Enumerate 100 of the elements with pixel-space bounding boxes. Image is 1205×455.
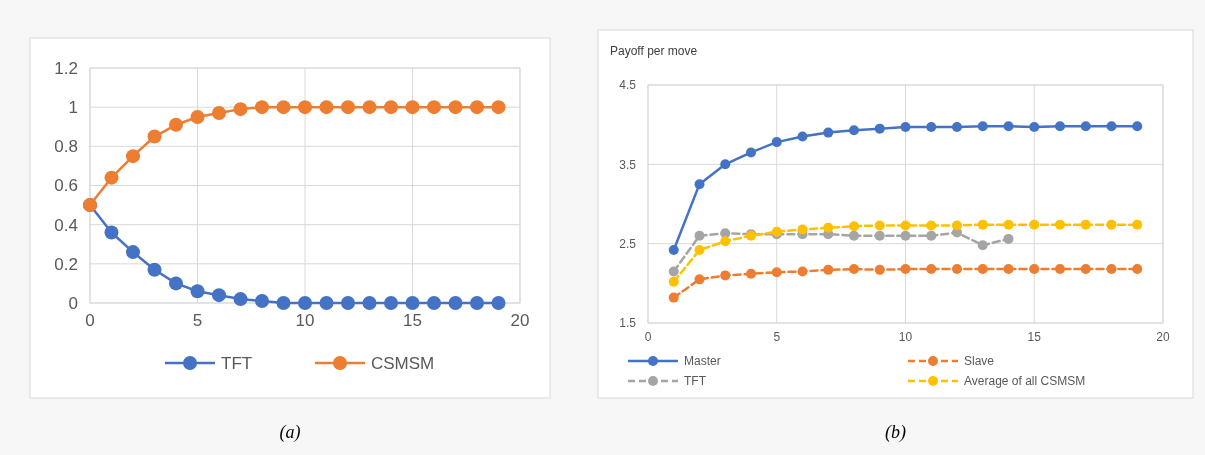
point (169, 276, 183, 291)
point (771, 267, 782, 278)
point (319, 100, 334, 115)
point (874, 220, 885, 231)
point (147, 262, 162, 277)
point (823, 127, 834, 138)
point (823, 222, 834, 233)
y-tick-label: 0.6 (54, 176, 78, 196)
point (900, 230, 911, 241)
text: (b) (885, 422, 906, 443)
point (797, 266, 808, 277)
point (448, 100, 463, 115)
point (255, 100, 269, 115)
point (720, 228, 731, 239)
point (849, 230, 859, 241)
point (491, 100, 506, 115)
text: (a) (279, 422, 301, 443)
point (900, 220, 911, 231)
y-tick-label: 1.2 (54, 58, 78, 78)
point (1132, 121, 1143, 132)
y-tick-label: 3.5 (619, 157, 637, 172)
y-tick-label: 0.4 (54, 215, 78, 235)
point (405, 296, 420, 310)
point (126, 245, 140, 260)
point (952, 122, 962, 133)
point (1003, 264, 1014, 275)
point (341, 100, 355, 115)
point (276, 296, 291, 310)
x-tick-label: 20 (1156, 330, 1170, 344)
point (977, 219, 988, 230)
point (470, 296, 484, 310)
point (1055, 121, 1065, 132)
point (1080, 121, 1091, 132)
point (1132, 219, 1143, 230)
point (147, 129, 162, 144)
point (668, 266, 679, 277)
point (1106, 264, 1117, 275)
x-tick-label: 5 (773, 330, 781, 344)
point (823, 264, 834, 275)
point (104, 170, 119, 185)
y-axis-title: Payoff per move (610, 44, 698, 58)
point (849, 125, 859, 136)
point (104, 225, 119, 240)
point (874, 123, 885, 134)
point (874, 230, 885, 241)
point (926, 264, 937, 275)
point (1106, 121, 1117, 132)
point (1029, 122, 1040, 133)
y-tick-label: 0 (68, 293, 78, 313)
point (126, 149, 140, 164)
point (319, 296, 334, 310)
legend-label: TFT (684, 374, 707, 389)
point (384, 100, 398, 115)
point (255, 294, 269, 309)
legend-label: Average of all CSMSM (964, 374, 1086, 389)
point (797, 131, 808, 142)
point (233, 102, 248, 117)
point (362, 296, 377, 310)
point (190, 284, 205, 299)
point (190, 109, 205, 124)
point (341, 296, 355, 310)
point (668, 245, 679, 256)
point (694, 245, 705, 256)
point (1029, 264, 1040, 275)
point (470, 100, 484, 115)
point (1132, 264, 1143, 275)
point (298, 296, 312, 310)
point (1003, 121, 1014, 132)
point (427, 100, 441, 115)
point (298, 100, 312, 115)
point (1003, 233, 1014, 244)
point (926, 122, 937, 133)
point (1055, 219, 1065, 230)
legend-label: Master (684, 354, 721, 369)
point (233, 292, 248, 307)
point (1055, 264, 1065, 275)
point (746, 268, 756, 279)
legend-label: CSMSM (371, 353, 435, 373)
point (746, 147, 756, 158)
point (977, 264, 988, 275)
legend-label: TFT (221, 353, 253, 373)
point (874, 264, 885, 275)
x-tick-label: 15 (1027, 330, 1042, 344)
x-tick-label: 10 (898, 330, 913, 344)
point (926, 220, 937, 231)
point (1003, 219, 1014, 230)
x-tick-label: 5 (192, 311, 203, 330)
x-tick-label: 15 (403, 311, 422, 330)
point (1106, 219, 1117, 230)
point (900, 122, 911, 133)
point (694, 179, 705, 190)
point (668, 292, 679, 303)
point (977, 240, 988, 251)
point (771, 137, 782, 148)
x-tick-label: 20 (510, 311, 530, 330)
point (977, 121, 988, 132)
point (900, 264, 911, 275)
point (384, 296, 398, 310)
point (952, 220, 962, 231)
point (849, 221, 859, 232)
